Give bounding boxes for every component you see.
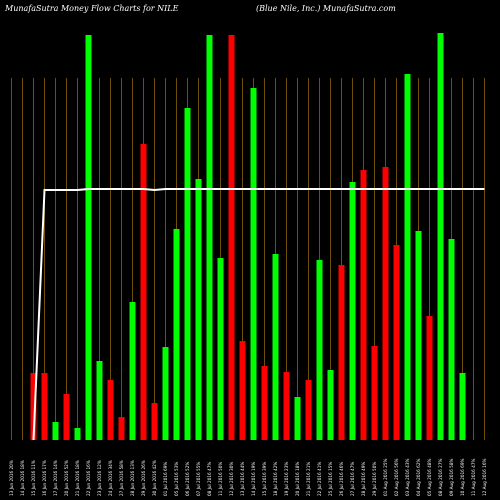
bar bbox=[195, 179, 202, 440]
tick-label: 28 Jul 2016 49% bbox=[361, 462, 366, 496]
bar bbox=[184, 108, 191, 440]
tick-label: 03 Aug 2016 43% bbox=[405, 459, 410, 496]
tick-label: 09 Aug 2016 58% bbox=[449, 459, 454, 496]
bar bbox=[173, 229, 180, 440]
bar bbox=[360, 170, 367, 440]
tick-label: 27 Jul 2016 47% bbox=[350, 462, 355, 496]
tick-label: 15 Jul 2016 39% bbox=[262, 462, 267, 496]
bar bbox=[415, 231, 422, 440]
tick-label: 01 Jul 2016 69% bbox=[163, 462, 168, 496]
bar bbox=[107, 380, 114, 440]
tick-label: 25 Jul 2016 15% bbox=[328, 462, 333, 496]
bar bbox=[162, 347, 169, 440]
bar bbox=[294, 397, 301, 440]
tick-label: 21 Jul 2016 21% bbox=[306, 462, 311, 496]
bar bbox=[41, 373, 48, 440]
bar bbox=[151, 403, 158, 440]
bar bbox=[305, 380, 312, 440]
tick-label: 26 Jul 2016 46% bbox=[339, 462, 344, 496]
tick-label: 17 Jun 2016 14% bbox=[53, 460, 58, 496]
bar bbox=[272, 254, 279, 440]
bar bbox=[63, 394, 70, 440]
bar bbox=[52, 422, 59, 440]
tick-label: 13 Jul 2016 44% bbox=[240, 462, 245, 496]
tick-label: 18 Jul 2016 42% bbox=[273, 462, 278, 496]
tick-label: 05 Jul 2016 53% bbox=[174, 462, 179, 496]
bar bbox=[338, 265, 345, 440]
tick-label: 04 Aug 2016 62% bbox=[416, 459, 421, 496]
bar bbox=[316, 260, 323, 440]
chart-title-right: (Blue Nile, Inc.) MunafaSutra.com bbox=[256, 4, 396, 13]
tick-label: 22 Jun 2016 16% bbox=[86, 460, 91, 496]
tick-label: 22 Jul 2016 41% bbox=[317, 462, 322, 496]
bar bbox=[250, 88, 257, 440]
tick-label: 15 Jun 2016 11% bbox=[31, 460, 36, 496]
bar bbox=[129, 302, 136, 440]
tick-label: 08 Jul 2016 47% bbox=[207, 462, 212, 496]
tick-label: 21 Jun 2016 18% bbox=[75, 460, 80, 496]
bar bbox=[393, 245, 400, 440]
tick-label: 11 Jul 2016 50% bbox=[218, 462, 223, 496]
tick-label: 20 Jul 2016 18% bbox=[295, 462, 300, 496]
bar bbox=[349, 182, 356, 440]
x-axis-tick-labels: 13 Jun 2016 20% 14 Jun 2016 18% 15 Jun 201… bbox=[9, 459, 487, 496]
bar bbox=[239, 341, 246, 440]
bar bbox=[448, 239, 455, 440]
tick-label: 29 Jun 2016 26% bbox=[141, 460, 146, 496]
bar bbox=[140, 144, 147, 440]
bar bbox=[96, 361, 103, 440]
bar bbox=[371, 346, 378, 440]
bar bbox=[206, 35, 213, 440]
bar bbox=[437, 33, 444, 440]
tick-label: 23 Jun 2016 12% bbox=[97, 460, 102, 496]
bar bbox=[228, 35, 235, 440]
tick-label: 24 Jun 2016 34% bbox=[108, 460, 113, 496]
tick-label: 10 Aug 2016 69% bbox=[460, 459, 465, 496]
tick-label: 30 Jun 2016 42% bbox=[152, 460, 157, 496]
tick-label: 13 Jun 2016 20% bbox=[9, 460, 14, 496]
bar-series bbox=[30, 33, 466, 440]
flow-line bbox=[32, 188, 485, 441]
tick-label: 20 Jun 2016 52% bbox=[64, 460, 69, 496]
bar bbox=[459, 373, 466, 440]
tick-label: 14 Jun 2016 18% bbox=[20, 460, 25, 496]
bar bbox=[118, 417, 125, 440]
bar bbox=[426, 316, 433, 440]
tick-label: 19 Jul 2016 23% bbox=[284, 462, 289, 496]
bar bbox=[74, 428, 81, 440]
tick-label: 12 Jul 2016 30% bbox=[229, 462, 234, 496]
tick-label: 27 Jun 2016 58% bbox=[119, 460, 124, 496]
tick-label: 07 Jul 2016 55% bbox=[196, 462, 201, 496]
line-series bbox=[32, 188, 485, 441]
tick-label: 29 Jul 2016 50% bbox=[372, 462, 377, 496]
tick-label: 08 Aug 2016 27% bbox=[438, 459, 443, 496]
chart-title-left: MunafaSutra Money Flow Charts for NILE bbox=[4, 4, 179, 13]
tick-label: 06 Jul 2016 52% bbox=[185, 462, 190, 496]
bar bbox=[217, 258, 224, 440]
bar bbox=[283, 372, 290, 440]
tick-label: 05 Aug 2016 48% bbox=[427, 459, 432, 496]
bar bbox=[404, 74, 411, 440]
bar bbox=[382, 167, 389, 440]
tick-label: 14 Jul 2016 19% bbox=[251, 462, 256, 496]
bar bbox=[30, 373, 37, 440]
tick-label: 11 Aug 2016 47% bbox=[471, 459, 476, 496]
bar bbox=[327, 370, 334, 440]
tick-label: 01 Aug 2016 25% bbox=[383, 459, 388, 496]
tick-label: 12 Aug 2016 16% bbox=[482, 459, 487, 496]
bar bbox=[261, 366, 268, 440]
tick-label: 02 Aug 2016 56% bbox=[394, 459, 399, 496]
bar bbox=[85, 35, 92, 440]
tick-label: 28 Jun 2016 13% bbox=[130, 460, 135, 496]
gridlines bbox=[11, 78, 485, 440]
tick-label: 16 Jun 2016 17% bbox=[42, 460, 47, 496]
